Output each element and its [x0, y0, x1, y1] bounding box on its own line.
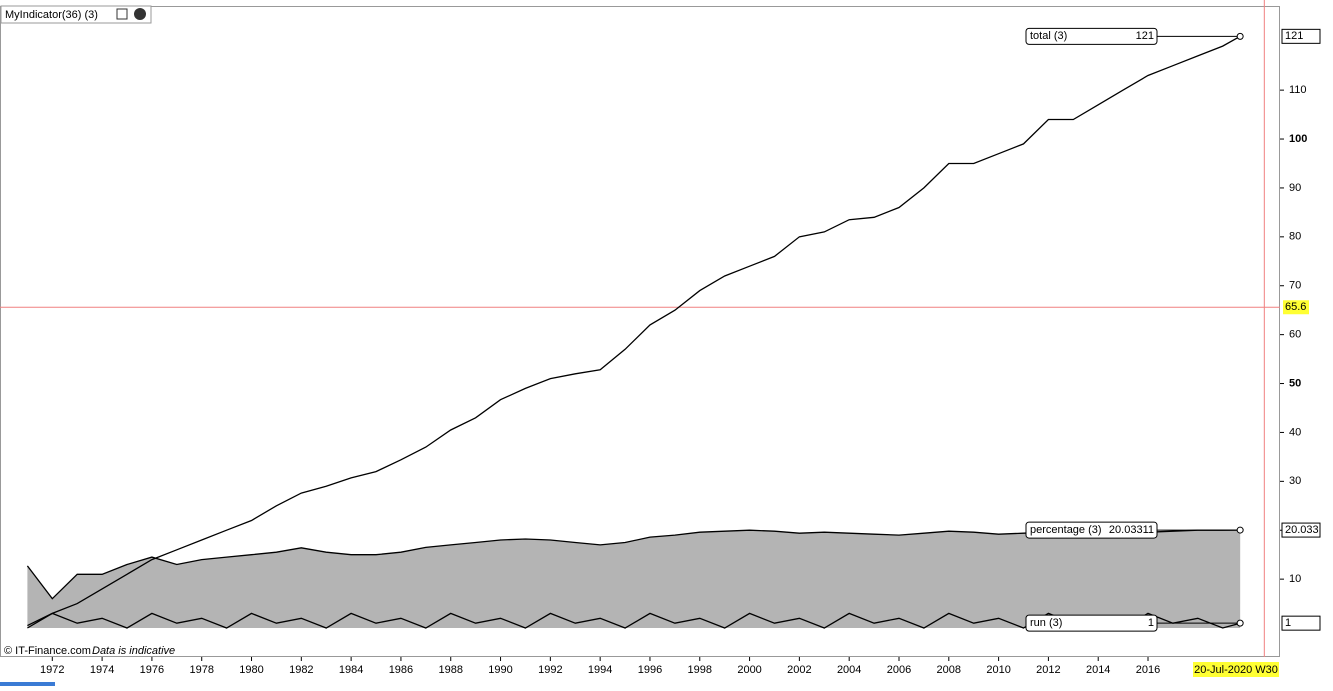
axis-value-bg: [1281, 522, 1321, 538]
y-tick-label: 40: [1289, 426, 1301, 438]
axis-value-label: 1: [1285, 617, 1291, 629]
axis-value-bg: [1281, 28, 1321, 44]
note: Data is indicative: [92, 645, 175, 657]
crosshair-x-label-bg: [1193, 662, 1279, 677]
x-tick-label: 1986: [389, 664, 413, 676]
y-tick-label: 30: [1289, 475, 1301, 487]
scroll-tab[interactable]: [0, 682, 55, 686]
series-label-box: [1025, 27, 1158, 45]
crosshair-x-label: 20-Jul-2020 W30: [1194, 664, 1278, 676]
y-tick-label: 100: [1289, 133, 1307, 145]
x-tick-label: 2016: [1136, 664, 1160, 676]
end-point: [1236, 619, 1244, 627]
series-label-box: [1025, 614, 1158, 632]
axis-value-label: 20.033: [1285, 524, 1319, 536]
indicator-title: MyIndicator(36) (3): [5, 9, 98, 21]
axis-value-label: 121: [1285, 30, 1303, 42]
x-tick-label: 1990: [488, 664, 512, 676]
x-tick-label: 1972: [40, 664, 64, 676]
x-tick-label: 1996: [638, 664, 662, 676]
x-tick-label: 1976: [140, 664, 164, 676]
y-tick-label: 110: [1289, 84, 1307, 96]
x-tick-label: 2008: [937, 664, 961, 676]
x-tick-label: 2014: [1086, 664, 1110, 676]
x-tick-label: 1978: [189, 664, 213, 676]
end-point: [1236, 32, 1244, 40]
y-tick-label: 80: [1289, 231, 1301, 243]
series-name: run (3): [1030, 617, 1062, 629]
x-tick-label: 2000: [737, 664, 761, 676]
copyright: © IT-Finance.com: [4, 645, 91, 657]
series-name: percentage (3): [1030, 524, 1102, 536]
series-last-value: 20.03311: [1109, 524, 1154, 536]
x-tick-label: 1984: [339, 664, 363, 676]
y-tick-label: 70: [1289, 280, 1301, 292]
x-tick-label: 2010: [986, 664, 1010, 676]
crosshair-y-label-bg: [1283, 300, 1309, 315]
x-tick-label: 2006: [887, 664, 911, 676]
x-tick-label: 1974: [90, 664, 114, 676]
x-tick-label: 1988: [438, 664, 462, 676]
x-tick-label: 1982: [289, 664, 313, 676]
line: [27, 35, 1241, 627]
end-point: [1236, 526, 1244, 534]
x-tick-label: 1998: [688, 664, 712, 676]
x-tick-label: 2002: [787, 664, 811, 676]
y-tick-label: 90: [1289, 182, 1301, 194]
y-tick-label: 50: [1289, 377, 1301, 389]
axis-value-bg: [1281, 615, 1321, 631]
close-icon[interactable]: [134, 8, 146, 20]
x-tick-label: 1980: [239, 664, 263, 676]
indicator-tab[interactable]: [0, 5, 152, 24]
x-tick-label: 1992: [538, 664, 562, 676]
y-tick-label: 60: [1289, 329, 1301, 341]
x-tick-label: 1994: [588, 664, 612, 676]
series-last-value: 121: [1136, 30, 1154, 42]
area: [27, 530, 1241, 629]
series-name: total (3): [1030, 30, 1067, 42]
series-label-box: [1025, 521, 1158, 539]
window-icon[interactable]: [116, 8, 128, 20]
x-tick-label: 2012: [1036, 664, 1060, 676]
plot-frame: [0, 6, 1280, 657]
crosshair-y-label: 65.6: [1285, 301, 1306, 313]
series-last-value: 1: [1148, 617, 1154, 629]
x-tick-label: 2004: [837, 664, 861, 676]
y-tick-label: 10: [1289, 573, 1301, 585]
